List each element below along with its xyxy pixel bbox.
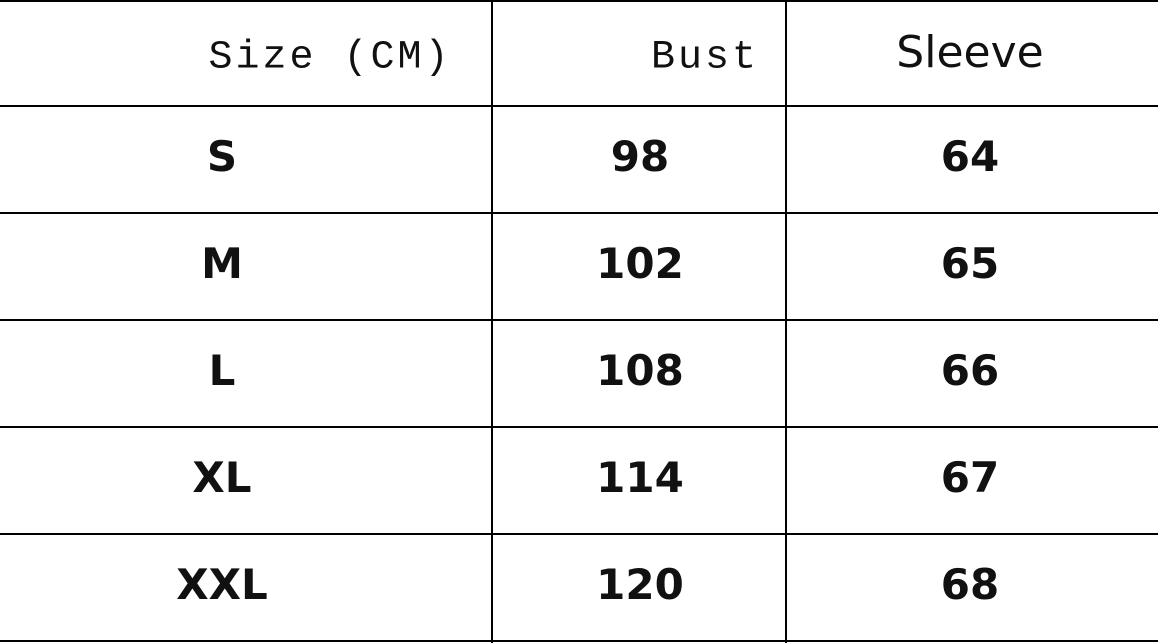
table-cell: 64	[941, 132, 999, 181]
table-cell: 114	[596, 453, 684, 502]
table-cell: 102	[596, 239, 684, 288]
table-cell: 108	[596, 346, 684, 395]
table-cell: 66	[941, 346, 999, 395]
table-cell: L	[209, 346, 236, 395]
table-cell: 65	[941, 239, 999, 288]
table-body: S 98 64 M 102 65 L 108 66 XL 114 67 XXL 120 68	[176, 132, 999, 609]
header-cell: Bust	[651, 36, 759, 81]
table-cell: M	[201, 239, 243, 288]
table-cell: 120	[596, 560, 684, 609]
table-cell: XXL	[176, 560, 268, 609]
table-cell: S	[207, 132, 237, 181]
table-cell: XL	[192, 453, 251, 502]
table-cell: 98	[611, 132, 669, 181]
table-cell: 67	[941, 453, 999, 502]
table-cell: 68	[941, 560, 999, 609]
header-cell: Sleeve	[896, 27, 1043, 78]
header-cell: Size (CM)	[208, 36, 451, 81]
